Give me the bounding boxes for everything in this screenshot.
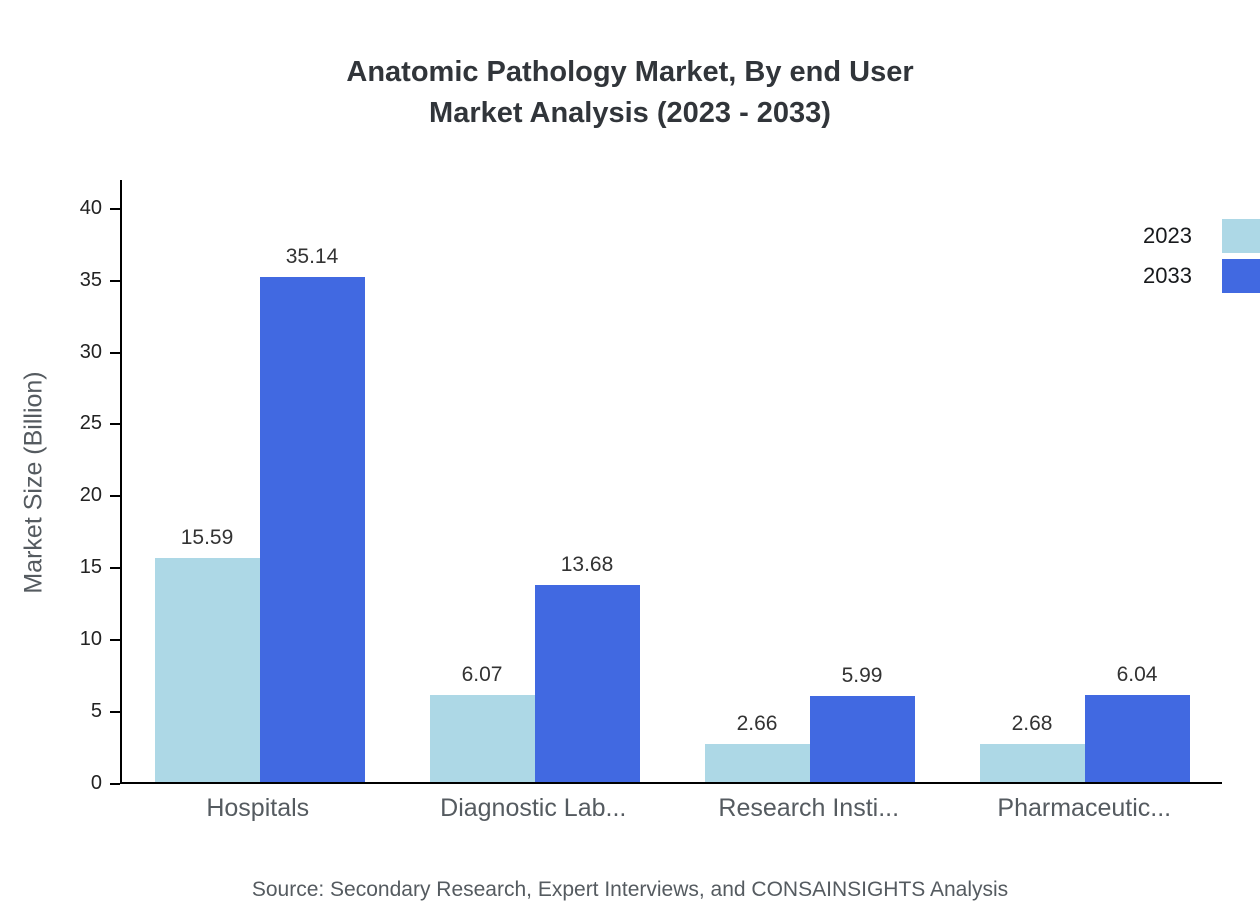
x-axis-labels: Hospitals Diagnostic Lab... Research Insti… — [120, 794, 1222, 823]
y-tick-label: 35 — [79, 268, 102, 291]
legend-label: 2033 — [1143, 263, 1192, 288]
bar-group: 15.59 35.14 — [122, 245, 397, 782]
bar-value-label: 2.66 — [736, 711, 778, 735]
x-category-label: Hospitals — [206, 794, 310, 822]
legend-label: 2023 — [1143, 223, 1192, 248]
chart-title-line1: Anatomic Pathology Market, By end User — [346, 56, 914, 88]
x-category-label: Diagnostic Lab... — [440, 794, 627, 822]
y-tick-label: 5 — [90, 700, 102, 723]
y-tick-mark — [110, 207, 120, 210]
bar-2033: 6.04 — [1084, 663, 1190, 782]
y-tick-mark — [110, 567, 120, 570]
bar-group: 6.07 13.68 — [397, 553, 672, 782]
bar-2023: 2.66 — [704, 712, 810, 782]
y-tick-label: 25 — [79, 412, 102, 435]
source-note: Source: Secondary Research, Expert Inter… — [251, 878, 1009, 901]
y-tick-label: 20 — [79, 484, 102, 507]
bar-2033: 35.14 — [259, 245, 365, 782]
bar-group: 2.66 5.99 — [672, 664, 947, 782]
bar-value-label: 13.68 — [560, 553, 614, 577]
x-category-label: Research Insti... — [718, 794, 900, 822]
plot-area: 15.59 35.14 6.07 13.68 2.66 5.99 2.68 6.04 — [120, 180, 1222, 784]
y-tick-label: 0 — [90, 772, 102, 794]
y-tick-mark — [110, 495, 120, 498]
y-tick-mark — [110, 639, 120, 642]
y-tick-mark — [110, 423, 120, 426]
bar-2033: 13.68 — [534, 553, 640, 782]
bar-value-label: 15.59 — [180, 525, 234, 549]
chart-title-line2: Market Analysis (2023 - 2033) — [429, 97, 831, 130]
bar-2023: 15.59 — [154, 526, 260, 782]
bar-group: 2.68 6.04 — [947, 663, 1222, 782]
legend-row: 2033 — [1143, 259, 1260, 293]
y-tick-mark — [110, 783, 120, 785]
bar-groups: 15.59 35.14 6.07 13.68 2.66 5.99 2.68 6.04 — [122, 180, 1222, 782]
y-tick-mark — [110, 279, 120, 282]
bar-value-label: 35.14 — [285, 244, 339, 268]
y-tick-label: 40 — [79, 196, 102, 219]
bar-2023: 2.68 — [979, 712, 1085, 782]
y-tick-label: 30 — [79, 340, 102, 363]
y-tick-label: 15 — [79, 556, 102, 579]
y-tick-mark — [110, 711, 120, 714]
bar-2023: 6.07 — [429, 663, 535, 782]
bar-value-label: 2.68 — [1011, 711, 1053, 735]
bar-value-label: 5.99 — [841, 663, 883, 687]
legend: 2023 2033 — [1143, 219, 1260, 299]
y-tick-mark — [110, 351, 120, 354]
legend-swatch — [1222, 219, 1260, 253]
legend-row: 2023 — [1143, 219, 1260, 253]
bar-value-label: 6.04 — [1116, 663, 1158, 687]
x-category-label: Pharmaceutic... — [997, 794, 1172, 822]
bar-2033: 5.99 — [809, 664, 915, 782]
chart-title: Anatomic Pathology Market, By end User M… — [0, 52, 1260, 134]
bar-value-label: 6.07 — [461, 662, 503, 686]
y-tick-label: 10 — [79, 628, 102, 651]
legend-swatch — [1222, 259, 1260, 293]
